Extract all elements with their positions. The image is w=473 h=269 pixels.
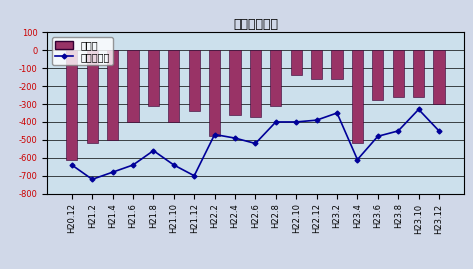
Bar (107, 50, 118, 140)
Bar (413, 50, 424, 97)
Bar (148, 50, 159, 106)
Bar (189, 50, 200, 111)
Bar (290, 50, 302, 75)
Bar (393, 50, 404, 97)
Bar (87, 50, 98, 143)
Bar (127, 50, 139, 122)
Bar (270, 50, 281, 106)
Bar (250, 50, 261, 116)
Bar (229, 50, 241, 115)
Bar (352, 50, 363, 143)
Title: 業況判断指数: 業況判断指数 (233, 18, 278, 31)
Bar (433, 50, 445, 104)
Bar (311, 50, 322, 79)
Bar (372, 50, 384, 100)
Legend: 前月比, 前年同月比: 前月比, 前年同月比 (52, 37, 113, 65)
Bar (168, 50, 179, 122)
Bar (209, 50, 220, 136)
Bar (332, 50, 342, 79)
Bar (66, 50, 78, 160)
